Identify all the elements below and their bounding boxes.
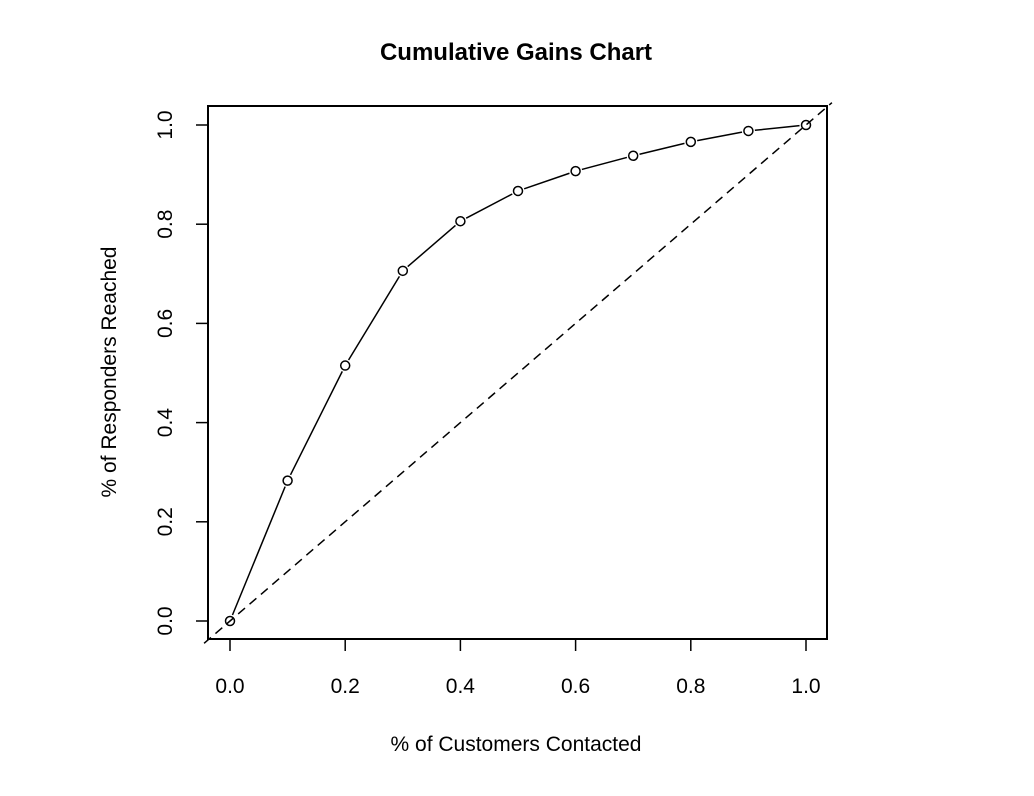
plot-area (203, 102, 833, 644)
data-point (800, 119, 812, 131)
gains-line-segment (289, 371, 343, 476)
data-point (397, 265, 409, 277)
data-point (512, 185, 524, 197)
y-tick-label: 1.0 (154, 110, 177, 139)
x-tick-label: 0.0 (215, 675, 244, 698)
data-point (224, 615, 236, 627)
gains-line-segment (465, 193, 513, 219)
gains-line-segment (407, 224, 456, 268)
y-axis-label: % of Responders Reached (98, 247, 121, 498)
x-axis-label: % of Customers Contacted (391, 733, 642, 756)
data-point (455, 215, 466, 227)
x-tick-label: 0.6 (561, 675, 590, 698)
y-tick-label: 0.6 (154, 309, 177, 338)
data-point (743, 125, 754, 137)
gains-line-segment (697, 131, 743, 142)
data-point (570, 165, 581, 177)
x-tick-label: 1.0 (791, 675, 820, 698)
plot-frame (207, 105, 828, 640)
gains-line-segment (581, 156, 628, 171)
y-tick-label: 0.8 (154, 210, 177, 239)
x-tick-label: 0.4 (446, 675, 476, 698)
baseline-diagonal-line (203, 102, 833, 644)
gains-line-segment (231, 486, 286, 616)
y-tick-label: 0.0 (154, 606, 177, 635)
y-tick-label: 0.4 (154, 408, 177, 438)
x-axis: 0.0 0.2 0.4 0.6 0.8 1.0 (215, 639, 821, 698)
gains-line-segment (639, 142, 685, 155)
data-point (339, 360, 351, 371)
x-tick-label: 0.8 (676, 675, 705, 698)
gains-line-segment (754, 124, 800, 132)
chart-title: Cumulative Gains Chart (380, 39, 652, 66)
y-tick-label: 0.2 (154, 507, 177, 536)
data-point (627, 150, 639, 162)
x-tick-label: 0.2 (331, 675, 360, 698)
gains-line-segment (523, 172, 570, 190)
data-point (685, 136, 697, 148)
data-point (282, 475, 293, 486)
y-axis: 0.0 0.2 0.4 0.6 0.8 1.0 (154, 110, 208, 636)
gains-line-segment (347, 275, 401, 361)
